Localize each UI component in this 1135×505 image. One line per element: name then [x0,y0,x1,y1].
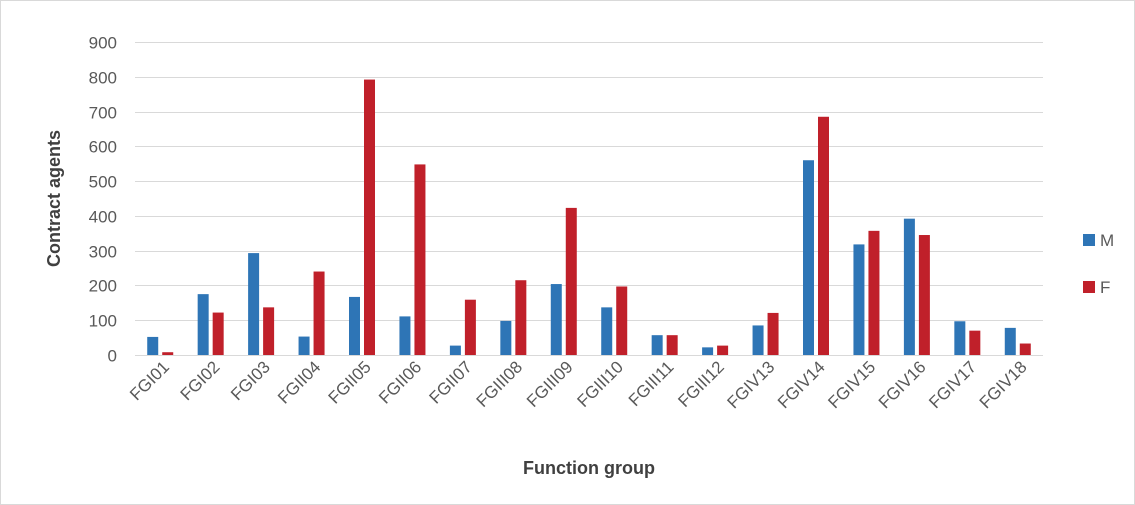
bar-f-fgi03 [263,307,274,355]
y-tick-label: 0 [108,347,117,366]
bar-f-fgiv18 [1020,344,1031,355]
bar-m-fgiv18 [1005,328,1016,355]
y-tick-label: 900 [89,34,117,53]
y-tick-label: 200 [89,277,117,296]
y-tick-label: 400 [89,208,117,227]
y-tick-label: 600 [89,138,117,157]
legend-label-f: F [1100,278,1110,297]
bar-f-fgiv16 [919,235,930,355]
legend-label-m: M [1100,231,1114,250]
bar-m-fgiii08 [500,321,511,355]
bar-m-fgiii10 [601,307,612,355]
bar-f-fgiii12 [717,346,728,355]
bar-f-fgiii10 [616,286,627,355]
bar-m-fgiii12 [702,347,713,355]
bar-f-fgiv13 [768,313,779,355]
bar-f-fgii06 [414,164,425,355]
bar-m-fgiv17 [954,321,965,355]
legend-swatch-f [1083,281,1095,293]
y-tick-label: 700 [89,104,117,123]
y-tick-label: 500 [89,173,117,192]
bar-m-fgii06 [399,316,410,355]
bar-m-fgiii11 [652,335,663,355]
bar-m-fgii07 [450,346,461,355]
bar-m-fgi01 [147,337,158,355]
bar-m-fgii04 [299,337,310,355]
y-tick-label: 800 [89,69,117,88]
bar-m-fgi03 [248,253,259,355]
bar-m-fgiv16 [904,219,915,355]
x-axis-title: Function group [523,458,655,478]
bar-m-fgiii09 [551,284,562,355]
bar-f-fgiv15 [868,231,879,355]
bar-f-fgii07 [465,300,476,355]
bar-f-fgiv14 [818,117,829,355]
bar-f-fgi01 [162,352,173,355]
bar-m-fgiv14 [803,160,814,355]
y-tick-label: 100 [89,312,117,331]
legend-swatch-m [1083,234,1095,246]
bar-f-fgii05 [364,80,375,355]
bar-f-fgiii11 [667,335,678,355]
bar-f-fgiv17 [969,331,980,355]
y-tick-label: 300 [89,243,117,262]
bar-f-fgii04 [314,272,325,355]
y-axis-title: Contract agents [44,130,64,267]
bar-m-fgii05 [349,297,360,355]
bar-m-fgi02 [198,294,209,355]
bar-f-fgi02 [213,313,224,355]
bar-m-fgiv13 [753,325,764,355]
bar-f-fgiii08 [515,280,526,355]
bar-m-fgiv15 [853,244,864,355]
bar-f-fgiii09 [566,208,577,355]
